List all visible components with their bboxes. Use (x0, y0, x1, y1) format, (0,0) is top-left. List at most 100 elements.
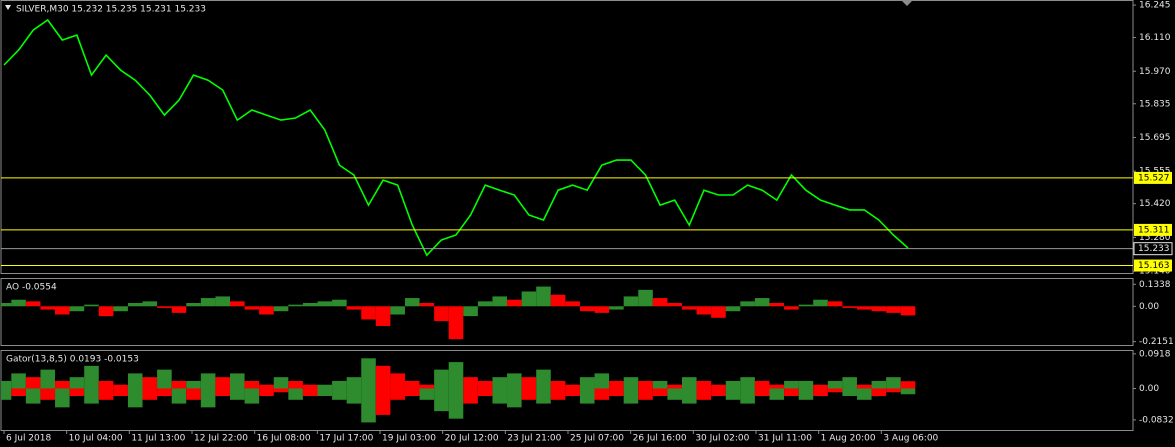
ao-bar (434, 306, 449, 322)
gator-bar (609, 388, 624, 397)
ao-bar (609, 306, 624, 310)
gator-bar (98, 380, 114, 389)
gator-bar (769, 384, 785, 389)
ao-bar (900, 306, 916, 316)
x-tick-label: 26 Jul 16:00 (633, 434, 687, 444)
x-tick-label: 25 Jul 07:00 (570, 434, 624, 444)
gator-bar (448, 362, 464, 389)
panel-title: SILVER,M30 15.232 15.235 15.231 15.233 (16, 5, 206, 15)
gator-bar (25, 377, 41, 389)
panel-plot (3, 18, 909, 257)
ao-bar (419, 302, 435, 307)
y-tick-label: 0.1338 (1139, 280, 1171, 290)
gator-bar (390, 388, 405, 400)
ao-bar (1, 302, 12, 307)
gator-bar (142, 388, 158, 400)
gator-bar (652, 380, 668, 389)
y-tick-label: 15.420 (1139, 199, 1171, 209)
gator-bar (886, 388, 901, 393)
gator-bar (127, 373, 143, 389)
ao-bar (886, 306, 901, 313)
gator-bar (84, 365, 99, 389)
gator-bar (813, 384, 828, 389)
gator-bar (550, 380, 566, 389)
ao-bar (463, 306, 478, 317)
ao-bar (448, 306, 464, 340)
ao-bar (215, 296, 230, 307)
gator-bar (667, 388, 682, 400)
gator-bar (332, 388, 347, 400)
y-tick-label: 16.245 (1139, 1, 1171, 11)
ao-bar (113, 306, 128, 312)
x-tick-label: 10 Jul 04:00 (69, 434, 123, 444)
gator-bar (521, 377, 537, 389)
ao-bar (725, 306, 741, 312)
gator-bar (827, 380, 843, 389)
gator-bar (40, 388, 56, 400)
gator-bar (711, 388, 726, 397)
gator-bar (419, 388, 435, 400)
gator-bar (230, 373, 245, 389)
ao-bar (740, 301, 755, 307)
ao-bar (550, 294, 566, 307)
gator-bar (856, 388, 872, 400)
y-tick-label: 0.0918 (1139, 349, 1171, 359)
gator-bar (361, 358, 376, 389)
ao-bar (11, 299, 26, 307)
gator-bar (579, 388, 595, 404)
gator-bar (754, 388, 770, 397)
y-tick-label: 15.555 (1139, 167, 1171, 177)
level-label: 15.163 (1138, 261, 1170, 271)
gator-bar (361, 388, 376, 423)
ao-bar (856, 306, 872, 310)
gator-bar (536, 369, 551, 389)
gator-bar (536, 388, 551, 404)
gator-bar (98, 388, 114, 400)
y-tick-label: 0.00 (1139, 302, 1159, 312)
gator-bar (69, 388, 85, 397)
gator-bar (127, 388, 143, 408)
gator-bar (754, 380, 770, 389)
level-label-box (1134, 259, 1172, 272)
gator-bar (798, 380, 814, 389)
gator-bar (871, 388, 887, 397)
ao-bar (346, 306, 362, 310)
gator-bar (623, 377, 639, 389)
y-tick-label: 15.970 (1139, 67, 1171, 77)
gator-bar (171, 388, 187, 404)
ao-bar (302, 302, 318, 307)
gator-bar (1, 388, 12, 400)
y-tick-label: 15.835 (1139, 99, 1171, 109)
gator-bar (273, 377, 289, 389)
gator-bar (463, 377, 478, 389)
gator-bar (157, 369, 172, 389)
gator-bar (842, 388, 857, 397)
ao-bar (536, 286, 551, 307)
gator-bar (375, 388, 391, 415)
ao-bar (507, 299, 522, 307)
ao-bar (361, 306, 376, 320)
y-tick-label: 16.110 (1139, 33, 1171, 43)
ao-bar (798, 304, 814, 307)
gator-bar (740, 377, 755, 389)
ao-bar (186, 302, 201, 307)
gator-bar (171, 380, 187, 389)
ao-bar (84, 304, 99, 307)
panel-title: AO -0.0554 (6, 283, 57, 293)
gator-bar (463, 388, 478, 404)
gator-bar (25, 388, 41, 404)
gator-bar (856, 384, 872, 389)
ao-bar (142, 301, 158, 307)
gator-bar (230, 388, 245, 400)
gator-bar (477, 388, 493, 397)
gator-bar (813, 388, 828, 397)
gator-bar (55, 388, 70, 408)
x-tick-label: 6 Jul 2018 (6, 434, 51, 444)
gator-bar (302, 388, 318, 397)
title-arrow (5, 5, 11, 10)
ao-bar (200, 298, 216, 307)
ao-bar (55, 306, 70, 315)
ao-bar (273, 306, 289, 312)
shift-marker[interactable] (901, 0, 913, 6)
